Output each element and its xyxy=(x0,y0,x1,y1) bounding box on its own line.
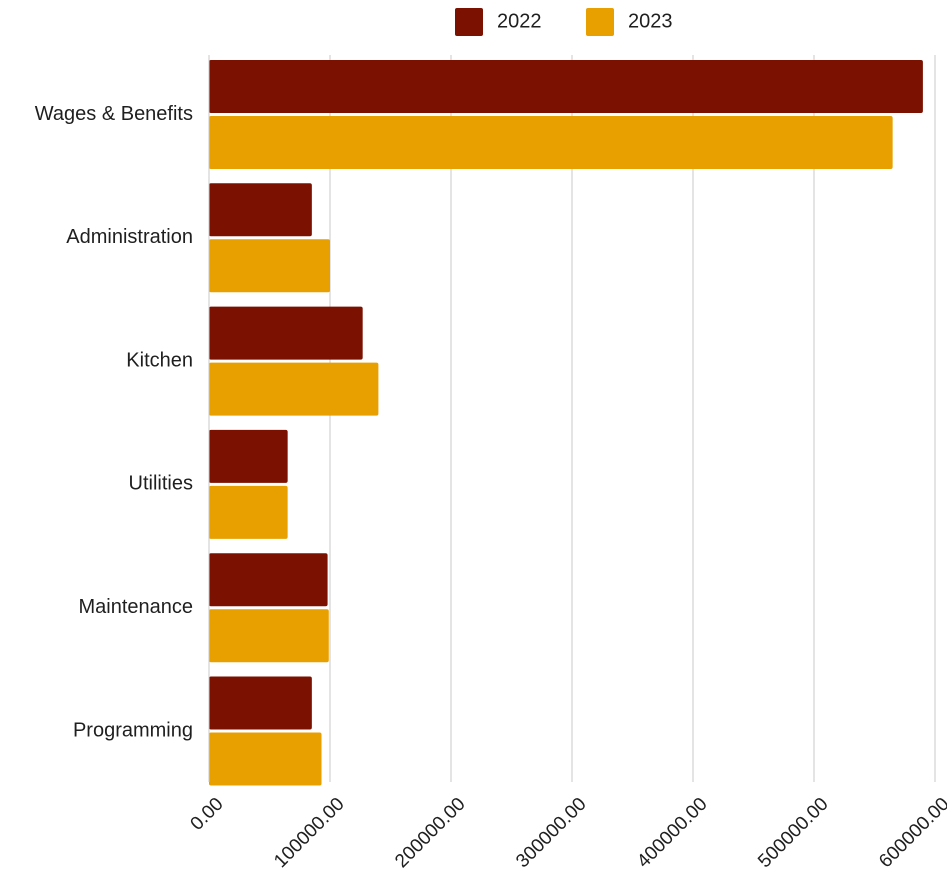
x-tick-label-5: 500000.00 xyxy=(754,794,832,872)
bar-wages-and-benefits-2022 xyxy=(209,60,923,113)
bar-programming-2022 xyxy=(209,676,312,730)
x-tick-label-0: 0.00 xyxy=(187,794,228,835)
category-labels: Wages & Benefits Administration Kitchen Uti… xyxy=(35,103,193,742)
x-tick-label-3: 300000.00 xyxy=(512,794,590,872)
x-axis-tick-labels: 0.00 100000.00 200000.00 300000.00 400000.00… xyxy=(187,794,947,872)
bar-kitchen-2022 xyxy=(209,306,363,360)
x-tick-label-4: 400000.00 xyxy=(633,794,711,872)
bar-administration-2023 xyxy=(209,239,330,293)
legend-label-2023: 2023 xyxy=(628,10,673,32)
x-tick-label-6: 600000.00 xyxy=(875,794,947,872)
bar-kitchen-2023 xyxy=(209,362,379,416)
bar-programming-2023 xyxy=(209,732,322,786)
bar-group xyxy=(209,60,923,786)
legend-swatch-2022 xyxy=(455,8,483,36)
legend-swatch-2023 xyxy=(586,8,614,36)
x-tick-label-2: 200000.00 xyxy=(391,794,469,872)
bar-maintenance-2023 xyxy=(209,609,329,663)
category-label-utilities: Utilities xyxy=(129,473,193,495)
category-label-kitchen: Kitchen xyxy=(126,349,193,371)
category-label-programming: Programming xyxy=(73,719,193,741)
x-tick-label-1: 100000.00 xyxy=(270,794,348,872)
legend: 2022 2023 xyxy=(455,8,673,36)
bar-maintenance-2022 xyxy=(209,553,328,607)
gridlines xyxy=(329,55,936,782)
category-label-administration: Administration xyxy=(66,226,193,248)
category-label-wages-and-benefits: Wages & Benefits xyxy=(35,103,193,125)
legend-label-2022: 2022 xyxy=(497,10,542,32)
bar-utilities-2023 xyxy=(209,485,288,539)
bar-utilities-2022 xyxy=(209,429,288,483)
category-label-maintenance: Maintenance xyxy=(78,596,193,618)
bar-wages-and-benefits-2023 xyxy=(209,116,893,169)
bar-administration-2022 xyxy=(209,183,312,237)
